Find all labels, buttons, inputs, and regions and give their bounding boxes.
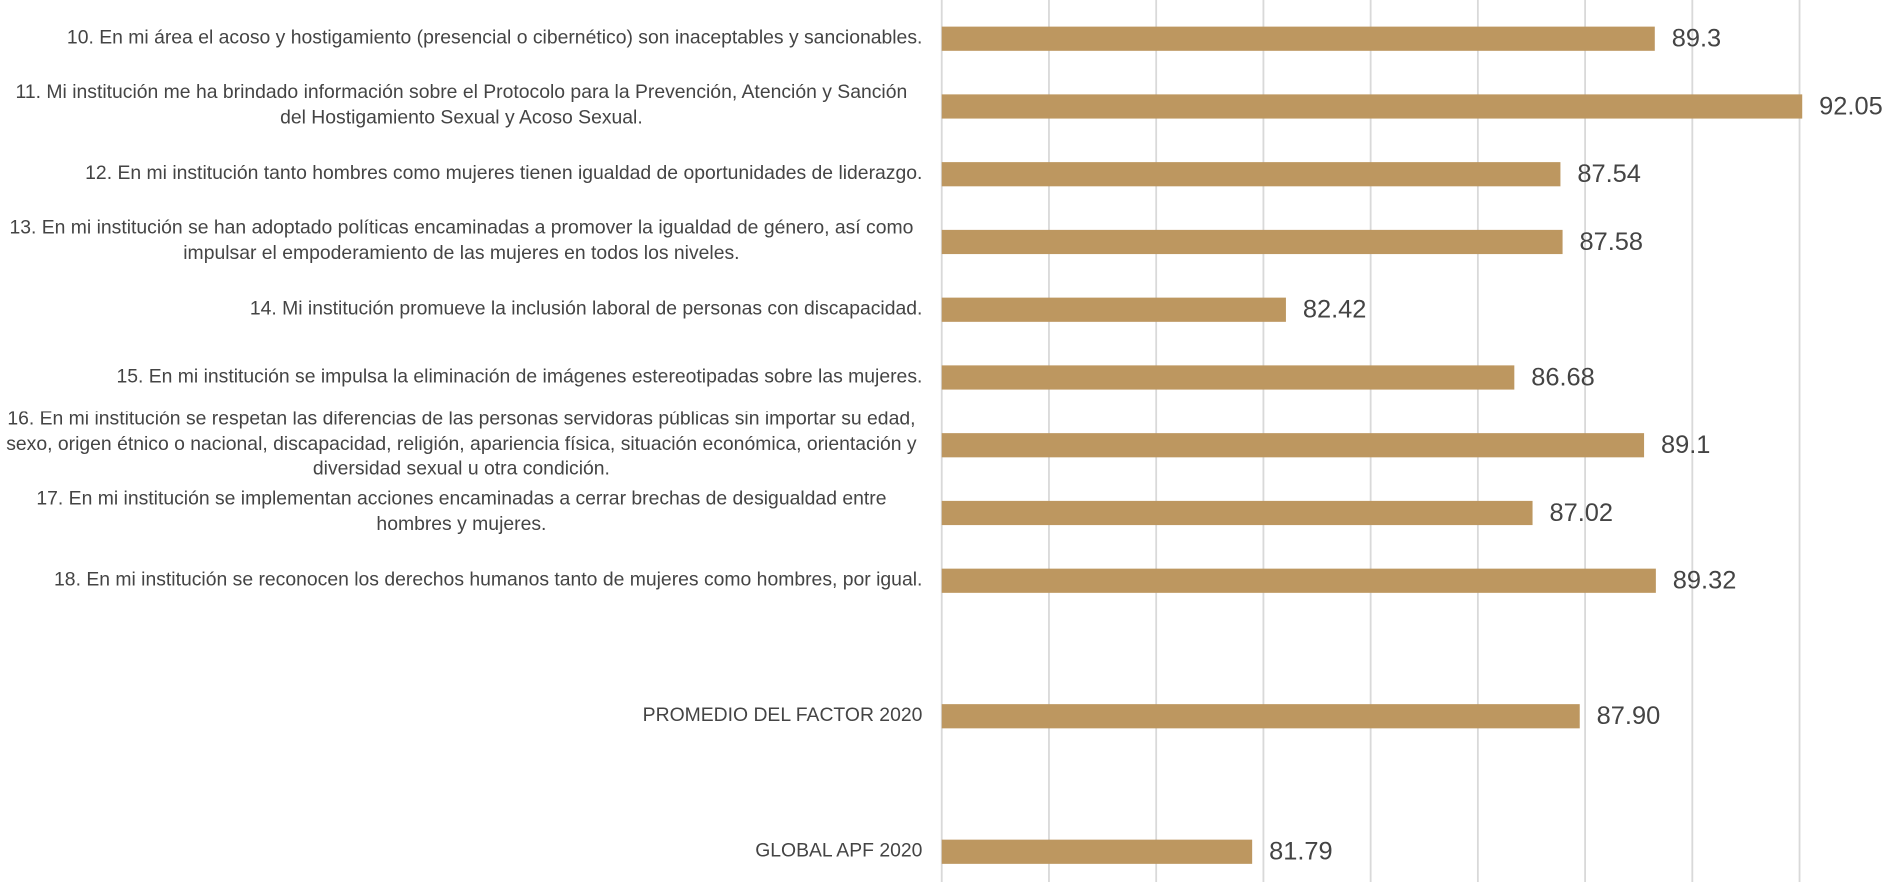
value-label: 89.1: [1661, 431, 1710, 459]
category-label-wrap: 17. En mi institución se implementan acc…: [0, 479, 922, 547]
category-label-wrap: 13. En mi institución se han adoptado po…: [0, 208, 922, 276]
value-label: 89.32: [1673, 567, 1737, 595]
category-label: 14. Mi institución promueve la inclusión…: [249, 298, 923, 319]
bar: [941, 500, 1533, 526]
bar: [941, 94, 1803, 119]
bar: [941, 26, 1655, 51]
category-label-wrap: 16. En mi institución se respetan las di…: [0, 411, 922, 479]
bar: [941, 568, 1656, 593]
value-label: 89.3: [1672, 25, 1721, 53]
value-label: 87.58: [1580, 228, 1644, 256]
category-label-box: 16. En mi institución se respetan las di…: [0, 411, 922, 479]
value-label: 92.05: [1819, 92, 1883, 120]
category-label-box: 17. En mi institución se implementan acc…: [0, 479, 922, 547]
value-label: 87.02: [1549, 499, 1613, 527]
category-label: 17. En mi institución se implementan acc…: [36, 489, 887, 535]
category-label-box: 10. En mi área el acoso y hostigamiento …: [0, 5, 922, 73]
value-label: 87.90: [1597, 702, 1661, 730]
bar: [941, 162, 1561, 187]
category-label: PROMEDIO DEL FACTOR 2020: [642, 704, 923, 726]
value-label: 87.54: [1577, 160, 1641, 188]
category-label-wrap: 10. En mi área el acoso y hostigamiento …: [0, 5, 922, 73]
value-label: 82.42: [1303, 296, 1367, 324]
category-label-box: 12. En mi institución tanto hombres como…: [0, 140, 922, 208]
category-label: 13. En mi institución se han adoptado po…: [9, 218, 914, 264]
category-label-box: 14. Mi institución promueve la inclusión…: [0, 276, 923, 344]
category-label-wrap: 11. Mi institución me ha brindado inform…: [0, 73, 922, 141]
value-label: 86.68: [1531, 363, 1595, 391]
bar: [941, 704, 1580, 729]
bar: [941, 229, 1563, 255]
category-label-wrap: 18. En mi institución se reconocen los d…: [0, 547, 922, 615]
category-label: GLOBAL APF 2020: [755, 840, 923, 861]
category-label: 11. Mi institución me ha brindado inform…: [15, 82, 908, 129]
value-label: 81.79: [1269, 838, 1333, 866]
category-label-wrap: 14. Mi institución promueve la inclusión…: [0, 276, 923, 344]
category-label-box: GLOBAL APF 2020: [0, 818, 922, 882]
bar: [941, 839, 1253, 864]
category-label-box: PROMEDIO DEL FACTOR 2020: [0, 682, 923, 750]
bar: [941, 365, 1515, 390]
bar: [941, 433, 1645, 458]
category-label: 18. En mi institución se reconocen los d…: [54, 569, 923, 590]
category-label-wrap: PROMEDIO DEL FACTOR 2020: [0, 682, 923, 750]
category-label: 12. En mi institución tanto hombres como…: [85, 162, 923, 184]
category-label-box: 18. En mi institución se reconocen los d…: [0, 547, 922, 615]
category-label-wrap: 12. En mi institución tanto hombres como…: [0, 140, 922, 208]
category-label-box: 11. Mi institución me ha brindado inform…: [0, 73, 922, 141]
category-label: 16. En mi institución se respetan las di…: [6, 411, 917, 480]
category-label: 15. En mi institución se impulsa la elim…: [116, 366, 923, 387]
bar: [941, 297, 1286, 322]
category-label-box: 13. En mi institución se han adoptado po…: [0, 208, 922, 276]
category-label-box: 15. En mi institución se impulsa la elim…: [0, 344, 922, 412]
category-label: 10. En mi área el acoso y hostigamiento …: [66, 27, 923, 48]
category-label-wrap: 15. En mi institución se impulsa la elim…: [0, 344, 922, 412]
category-label-wrap: GLOBAL APF 2020: [0, 818, 922, 882]
